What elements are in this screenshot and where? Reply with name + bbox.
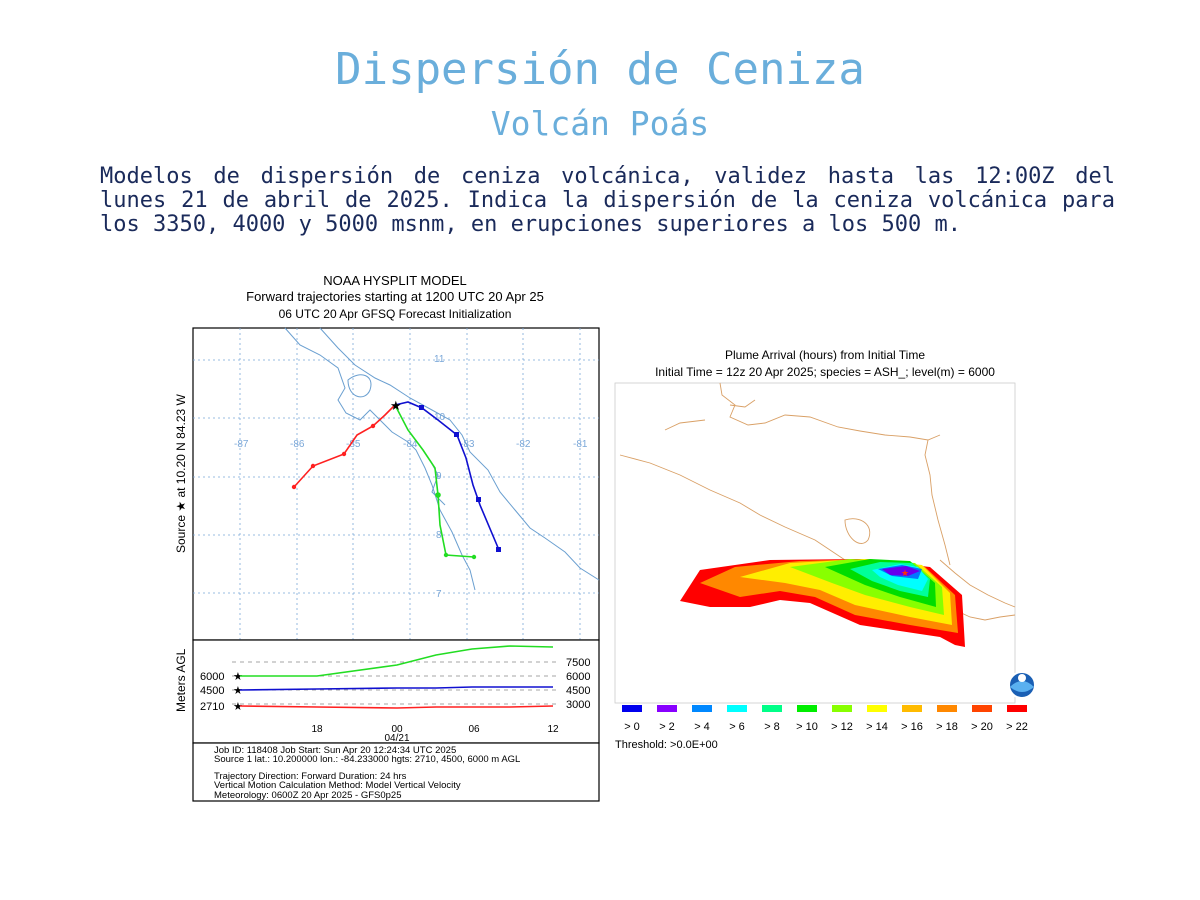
height-label: 7500	[566, 657, 590, 669]
map-lat-labels: 11 10 9 8 7	[434, 354, 446, 600]
plume-area: ★	[680, 559, 965, 647]
info-box-frame	[192, 742, 600, 802]
trajectory-green	[394, 404, 477, 560]
plume-band-purple	[882, 566, 920, 576]
legend-swatch	[867, 705, 887, 712]
plume-figure: Plume Arrival (hours) from Initial Time …	[614, 348, 1036, 751]
lon-label: -86	[290, 439, 305, 450]
legend-label: > 16	[901, 721, 923, 733]
lat-label: 11	[434, 354, 445, 365]
date-label: 04/21	[384, 733, 409, 744]
time-label: 06	[468, 724, 480, 735]
legend-swatch	[727, 705, 747, 712]
height-labels-right: 7500 6000 4500 3000	[566, 657, 590, 711]
plume-legend	[622, 705, 1027, 712]
legend-swatch	[1007, 705, 1027, 712]
lon-label: -82	[516, 439, 531, 450]
legend-label: > 18	[936, 721, 958, 733]
height-panel-frame	[192, 639, 600, 744]
lat-label: 10	[434, 412, 446, 423]
star-icon: ★	[233, 671, 243, 683]
legend-label: > 12	[831, 721, 853, 733]
height-labels-left: 6000 4500 2710	[200, 671, 224, 713]
legend-label: > 14	[866, 721, 888, 733]
source-star-icon: ★	[901, 568, 909, 578]
height-trace-blue	[239, 686, 553, 691]
height-label: 2710	[200, 701, 224, 713]
source-star-icon: ★	[390, 398, 402, 413]
page-subtitle: Volcán Poás	[490, 104, 710, 143]
legend-label: > 4	[694, 721, 710, 733]
height-reference-lines	[232, 661, 560, 705]
height-label: 6000	[200, 671, 224, 683]
lon-label: -87	[234, 439, 249, 450]
height-trace-red	[239, 705, 554, 709]
height-axis-label: Meters AGL	[174, 648, 188, 712]
legend-label: > 0	[624, 721, 640, 733]
legend-label: > 10	[796, 721, 818, 733]
source-label: Source ★ at 10.20 N 84.23 W	[174, 393, 188, 553]
trajectory-header-3: 06 UTC 20 Apr GFSQ Forecast Initializati…	[279, 307, 512, 321]
lat-label: 7	[436, 589, 442, 600]
lat-label: 8	[436, 530, 442, 541]
trajectory-figure: NOAA HYSPLIT MODEL Forward trajectories …	[174, 273, 600, 802]
legend-label: > 6	[729, 721, 745, 733]
height-stars: ★ ★ ★	[233, 671, 243, 713]
lon-label: -84	[403, 439, 418, 450]
trajectory-header-2: Forward trajectories starting at 1200 UT…	[246, 289, 544, 304]
lon-label: -85	[346, 439, 361, 450]
map-gridlines	[193, 328, 599, 640]
noaa-logo	[1008, 671, 1036, 699]
plume-map-frame	[614, 382, 1016, 704]
time-axis: 18 00 06 12 04/21	[311, 724, 559, 744]
legend-swatch	[902, 705, 922, 712]
legend-swatch	[762, 705, 782, 712]
plume-header-1: Plume Arrival (hours) from Initial Time	[725, 348, 925, 362]
trajectory-header-1: NOAA HYSPLIT MODEL	[323, 273, 467, 288]
info-box: Job ID: 118408 Job Start: Sun Apr 20 12:…	[214, 745, 520, 801]
page-title: Dispersión de Ceniza	[335, 44, 865, 95]
legend-swatch	[972, 705, 992, 712]
legend-label: > 22	[1006, 721, 1028, 733]
info-line: Job ID: 118408 Job Start: Sun Apr 20 12:…	[214, 745, 456, 756]
map-lon-labels: -87 -86 -85 -84 -83 -82 -81	[234, 439, 588, 450]
legend-label: > 8	[764, 721, 780, 733]
height-label: 4500	[566, 685, 590, 697]
lon-label: -81	[573, 439, 588, 450]
trajectory-blue	[394, 401, 501, 552]
height-trace-green	[240, 645, 554, 677]
trajectory-red	[291, 404, 396, 490]
legend-swatch	[657, 705, 677, 712]
legend-swatch	[692, 705, 712, 712]
star-icon: ★	[233, 685, 243, 697]
height-label: 4500	[200, 685, 224, 697]
legend-label: > 2	[659, 721, 675, 733]
lat-label: 9	[436, 471, 442, 482]
lon-label: -83	[460, 439, 475, 450]
star-icon: ★	[233, 701, 243, 713]
description-text: Modelos de dispersión de ceniza volcánic…	[100, 164, 1115, 237]
legend-swatch	[937, 705, 957, 712]
info-line: Source 1 lat.: 10.200000 lon.: -84.23300…	[214, 754, 520, 765]
height-label: 3000	[566, 699, 590, 711]
legend-labels: > 0 > 2 > 4 > 6 > 8 > 10 > 12 > 14 > 16 …	[624, 721, 1028, 733]
info-line: Vertical Motion Calculation Method: Mode…	[214, 780, 461, 791]
info-line: Meteorology: 0600Z 20 Apr 2025 - GFS0p25	[214, 790, 401, 801]
legend-swatch	[797, 705, 817, 712]
info-line: Trajectory Direction: Forward Duration: …	[214, 771, 407, 782]
trajectory-map-frame	[192, 327, 600, 641]
plume-header-2: Initial Time = 12z 20 Apr 2025; species …	[655, 365, 995, 379]
time-label: 18	[311, 724, 323, 735]
threshold-label: Threshold: >0.0E+00	[615, 739, 718, 751]
legend-swatch	[622, 705, 642, 712]
height-label: 6000	[566, 671, 590, 683]
map-coastlines	[284, 327, 600, 591]
legend-label: > 20	[971, 721, 993, 733]
time-label: 00	[391, 724, 403, 735]
time-label: 12	[547, 724, 559, 735]
legend-swatch	[832, 705, 852, 712]
